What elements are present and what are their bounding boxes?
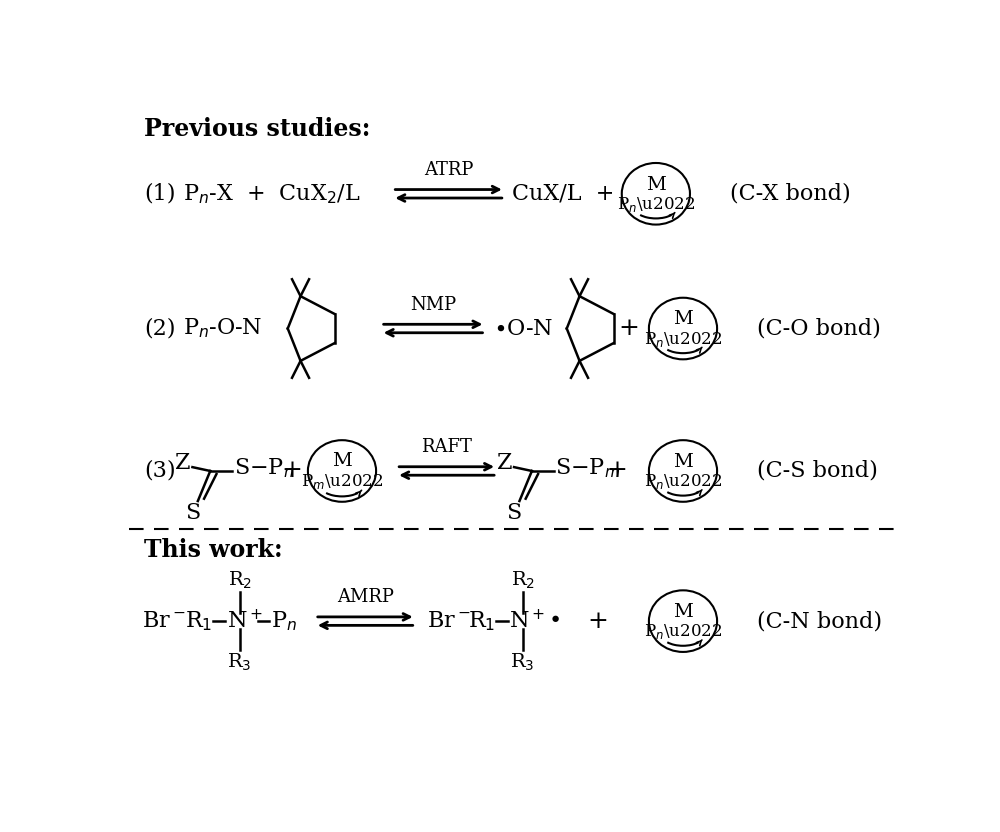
Text: P$_n$\u2022: P$_n$\u2022 — [644, 329, 722, 349]
Text: N$^+$•: N$^+$• — [509, 610, 561, 633]
Text: RAFT: RAFT — [421, 438, 472, 456]
Text: M: M — [332, 452, 352, 470]
Text: M: M — [646, 176, 666, 194]
Text: S$-$P$_n$: S$-$P$_n$ — [234, 457, 293, 480]
Text: S: S — [506, 503, 522, 524]
Text: R$_1$: R$_1$ — [185, 609, 212, 633]
Text: (2): (2) — [144, 318, 176, 339]
Text: M: M — [673, 603, 693, 621]
Text: (C-X bond): (C-X bond) — [730, 183, 850, 205]
Text: S: S — [185, 503, 200, 524]
Text: (C-S bond): (C-S bond) — [757, 460, 878, 482]
Text: P$_n$: P$_n$ — [271, 609, 297, 633]
Text: AMRP: AMRP — [337, 588, 394, 607]
Text: Z: Z — [175, 453, 191, 474]
Text: M: M — [673, 453, 693, 471]
Text: +: + — [607, 459, 628, 483]
Text: ATRP: ATRP — [424, 161, 473, 179]
Text: R$_1$: R$_1$ — [468, 609, 495, 633]
Text: N$^+$: N$^+$ — [227, 610, 263, 633]
Text: R$_2$: R$_2$ — [228, 570, 252, 591]
Text: (C-O bond): (C-O bond) — [757, 318, 881, 339]
Text: CuX/L  +: CuX/L + — [512, 183, 615, 205]
Text: P$_n$-O-N: P$_n$-O-N — [183, 317, 263, 340]
Text: P$_n$\u2022: P$_n$\u2022 — [644, 622, 722, 641]
Text: $\bullet$O-N: $\bullet$O-N — [493, 318, 553, 339]
Text: Br$^-$: Br$^-$ — [142, 610, 186, 632]
Text: R$_3$: R$_3$ — [510, 651, 535, 672]
Text: P$_m$\u2022: P$_m$\u2022 — [301, 473, 383, 491]
Text: S$-$P$_m$: S$-$P$_m$ — [555, 457, 620, 480]
Text: R$_2$: R$_2$ — [511, 570, 535, 591]
Text: Br$^-$: Br$^-$ — [427, 610, 471, 632]
Text: P$_n$\u2022: P$_n$\u2022 — [617, 195, 695, 214]
Text: +: + — [281, 459, 302, 483]
Text: Z: Z — [497, 453, 512, 474]
Text: (3): (3) — [144, 460, 176, 482]
Text: This work:: This work: — [144, 538, 283, 562]
Text: +: + — [618, 317, 639, 340]
Text: M: M — [673, 310, 693, 329]
Text: NMP: NMP — [410, 296, 456, 314]
Text: P$_n$-X  +  CuX$_2$/L: P$_n$-X + CuX$_2$/L — [183, 182, 361, 206]
Text: (C-N bond): (C-N bond) — [757, 610, 882, 632]
Text: P$_n$\u2022: P$_n$\u2022 — [644, 473, 722, 491]
Text: Previous studies:: Previous studies: — [144, 116, 371, 141]
Text: (1): (1) — [144, 183, 176, 205]
Text: +: + — [587, 610, 608, 632]
Text: R$_3$: R$_3$ — [227, 651, 252, 672]
